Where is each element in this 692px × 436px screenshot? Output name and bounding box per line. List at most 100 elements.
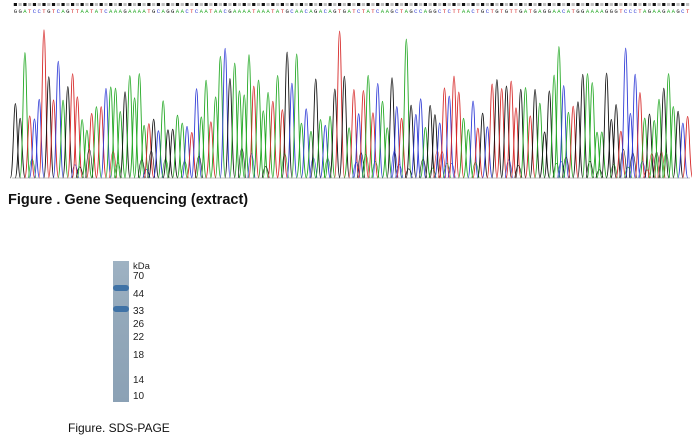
base-marker [528,3,532,6]
base-marker [113,3,118,6]
base-call-letter: A [462,8,466,15]
base-marker [676,3,680,6]
base-marker [376,3,380,6]
base-call-letter: A [424,8,428,15]
base-marker [662,3,666,6]
trace-peak [24,115,36,179]
base-call-letter: T [510,8,514,15]
base-marker [576,3,580,6]
trace-peak [253,79,264,179]
base-call-letter: T [443,8,447,15]
trace-peak [186,132,198,179]
trace-peak [334,30,346,179]
base-call-letter: T [529,8,533,15]
trace-peak [129,97,141,179]
trace-peak [481,126,493,179]
base-marker [552,3,556,6]
base-call-letter: A [138,8,142,15]
base-call-letter: G [433,8,437,15]
base-marker [633,3,637,6]
trace-noise-peak [624,166,632,179]
marker-33: 33 [133,306,145,317]
trace-peak [367,112,379,179]
trace-peak [510,107,522,179]
trace-peak [348,89,360,179]
trace-peak [9,103,21,179]
base-call-letter: A [667,8,671,15]
base-marker [542,3,547,6]
base-call-letter: C [104,8,108,15]
trace-peak [477,112,489,179]
base-call-letter: C [33,8,37,15]
base-call-letter: A [176,8,180,15]
base-marker [657,3,661,6]
base-marker [652,3,656,6]
trace-peak [224,78,236,179]
trace-peak [143,123,155,179]
base-call-letter: T [638,8,642,15]
trace-peak [629,73,641,179]
base-marker [395,3,399,6]
trace-peak [148,118,160,179]
base-call-letter: C [419,8,423,15]
trace-peak [391,106,403,179]
base-marker [681,3,685,6]
base-call-letter: G [343,8,347,15]
base-marker [194,3,199,6]
base-call-letter: T [686,8,690,15]
marker-22: 22 [133,332,145,343]
base-marker [223,3,227,6]
trace-noise-peak [280,153,289,179]
base-call-letter: C [629,8,633,15]
base-marker [237,3,242,6]
trace-peak [157,100,169,179]
base-call-letter: A [300,8,304,15]
trace-peak [105,86,117,179]
trace-peak [38,29,50,179]
trace-noise-peak [557,161,566,179]
base-call-letter: G [314,8,318,15]
trace-peak [71,96,83,179]
base-call-letter: A [247,8,251,15]
base-call-letter: T [572,8,576,15]
trace-peak [543,90,555,179]
trace-peak [248,85,260,179]
trace-peak [529,89,541,179]
base-marker [590,3,594,6]
trace-peak [338,75,350,179]
trace-noise-peak [447,163,456,179]
base-marker [285,3,289,6]
base-call-markers [13,3,690,6]
trace-peak [205,121,217,179]
base-marker [318,3,323,6]
base-call-letter: A [266,8,270,15]
base-marker [562,3,566,6]
trace-peak [181,126,193,179]
base-call-letter: C [438,8,442,15]
trace-peak [601,72,613,179]
base-marker [390,3,394,6]
base-marker [404,3,408,6]
trace-peak [677,122,689,179]
base-call-letter: T [452,8,456,15]
base-marker [495,3,499,6]
trace-peak [67,73,79,179]
trace-peak [95,106,107,179]
base-marker [509,3,513,6]
base-call-letter: T [190,8,194,15]
base-marker [132,3,137,6]
base-call-letter: C [185,8,189,15]
base-marker [328,3,332,6]
trace-noise-peak [638,161,647,179]
base-marker [18,3,22,6]
base-marker [643,3,647,6]
marker-14: 14 [133,375,145,386]
trace-peak [500,85,512,179]
trace-peak [267,100,279,179]
base-marker [256,3,261,6]
base-call-letter: A [262,8,266,15]
gel-band-lower [113,306,129,312]
trace-peak [663,73,674,179]
base-marker [214,3,218,6]
base-marker [276,3,280,6]
